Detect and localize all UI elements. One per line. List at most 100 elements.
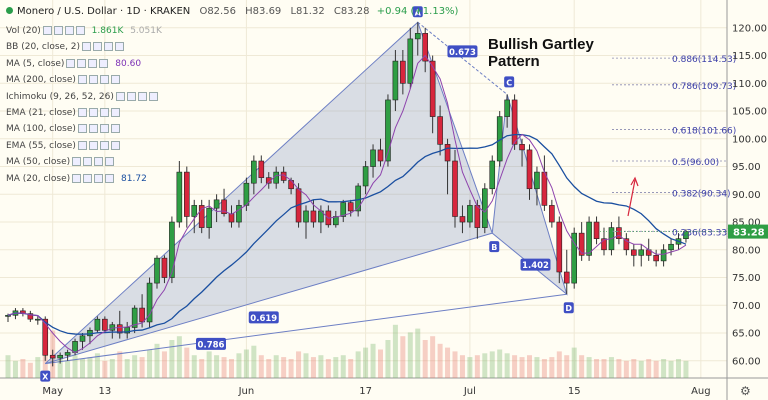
volume-bar <box>623 360 629 378</box>
candle-body <box>198 205 205 228</box>
indicator-option-icon[interactable] <box>72 157 82 167</box>
volume-bar <box>392 324 398 378</box>
indicator-option-icon[interactable] <box>105 157 115 167</box>
indicator-option-icon[interactable] <box>99 58 109 68</box>
indicator-row[interactable]: MA (100, close) <box>6 124 120 134</box>
indicator-option-icon[interactable] <box>77 58 87 68</box>
candle-body <box>593 221 600 240</box>
indicator-option-icon[interactable] <box>110 75 120 85</box>
candle-body <box>519 144 525 151</box>
y-tick-label: 65.00 <box>732 329 761 340</box>
pattern-point-label: D <box>565 304 572 313</box>
indicator-row[interactable]: Ichimoku (9, 26, 52, 26) <box>6 91 158 102</box>
x-tick-label: 13 <box>98 386 111 397</box>
volume-bar <box>445 347 451 378</box>
indicator-row[interactable]: BB (20, close, 2) <box>6 42 125 52</box>
indicator-option-icon[interactable] <box>64 26 74 35</box>
candle-body <box>332 216 339 226</box>
indicator-row[interactable]: MA (50, close) <box>6 157 115 167</box>
indicator-option-icon[interactable] <box>99 124 109 134</box>
indicator-option-icon[interactable] <box>66 58 76 68</box>
volume-bar <box>474 355 480 378</box>
interval[interactable]: 1D <box>126 6 141 17</box>
indicator-option-icon[interactable] <box>83 173 93 183</box>
indicator-label: MA (200, close) <box>6 75 76 86</box>
indicator-option-icon[interactable] <box>88 108 98 117</box>
indicator-option-icon[interactable] <box>77 124 87 134</box>
indicator-option-icon[interactable] <box>99 140 109 150</box>
chart-header: Monero / U.S. Dollar · 1D · KRAKEN O82.5… <box>6 6 458 17</box>
volume-bar <box>385 340 391 378</box>
indicator-row[interactable]: EMA (21, close) <box>6 108 120 118</box>
indicator-option-icon[interactable] <box>93 42 103 52</box>
y-tick-label: 105.00 <box>732 107 767 118</box>
indicator-option-icon[interactable] <box>88 140 98 150</box>
indicator-option-icon[interactable] <box>99 108 109 117</box>
indicator-option-icon[interactable] <box>110 124 120 134</box>
candle-body <box>601 238 607 251</box>
indicator-option-icon[interactable] <box>88 58 98 68</box>
candle-body <box>534 171 540 190</box>
last-price-label: 83.28 <box>733 228 765 239</box>
indicator-row[interactable]: MA (20, close) 81.72 <box>6 173 147 184</box>
volume-bar <box>378 349 383 378</box>
candle-body <box>437 116 443 145</box>
indicator-option-icon[interactable] <box>126 91 136 101</box>
indicator-option-icon[interactable] <box>53 26 63 35</box>
indicator-row[interactable]: MA (200, close) <box>6 75 120 85</box>
indicator-option-icon[interactable] <box>77 140 87 150</box>
indicator-option-icon[interactable] <box>104 42 114 52</box>
volume-bar <box>154 343 160 378</box>
indicator-option-icon[interactable] <box>94 157 104 167</box>
candle-body <box>668 243 674 251</box>
indicator-row[interactable]: Vol (20) 1.861K 5.051K <box>6 26 162 36</box>
volume-bar <box>109 359 115 378</box>
candle-body <box>57 354 63 359</box>
candle-body <box>79 335 86 342</box>
indicator-label: MA (100, close) <box>6 124 76 135</box>
indicator-option-icon[interactable] <box>42 26 52 35</box>
indicator-option-icon[interactable] <box>82 42 92 52</box>
candle-body <box>139 307 145 323</box>
indicator-option-icon[interactable] <box>137 91 147 101</box>
indicator-option-icon[interactable] <box>148 91 158 101</box>
settings-gear-icon[interactable]: ⚙ <box>740 384 751 398</box>
candle-body <box>429 60 436 117</box>
volume-bar <box>653 360 659 378</box>
indicator-option-icon[interactable] <box>88 124 98 134</box>
candle-body <box>459 216 466 223</box>
indicator-option-icon[interactable] <box>75 26 85 35</box>
volume-bar <box>571 347 577 378</box>
indicator-row[interactable]: MA (5, close) 80.60 <box>6 58 141 69</box>
indicator-option-icon[interactable] <box>77 75 87 85</box>
indicator-option-icon[interactable] <box>110 108 120 117</box>
x-tick-label: Jul <box>463 386 476 397</box>
indicator-option-icon[interactable] <box>115 91 125 101</box>
indicator-option-icon[interactable] <box>72 173 82 183</box>
candle-body <box>206 207 212 228</box>
low-value: L81.32 <box>290 6 325 17</box>
indicator-option-icon[interactable] <box>115 42 125 52</box>
indicator-option-icon[interactable] <box>99 75 109 85</box>
candle-body <box>176 171 183 223</box>
indicator-option-icon[interactable] <box>83 157 93 167</box>
volume-bar <box>489 351 495 378</box>
pattern-point-label: C <box>506 78 512 87</box>
candle-body <box>221 199 227 215</box>
volume-bar <box>191 355 197 378</box>
indicator-option-icon[interactable] <box>110 140 120 150</box>
pattern-point-badge <box>40 370 51 382</box>
indicator-option-icon[interactable] <box>77 108 87 117</box>
candle-body <box>623 238 630 251</box>
volume-bar <box>646 359 652 378</box>
indicator-option-icon[interactable] <box>88 75 98 85</box>
pattern-point-badge <box>489 241 500 253</box>
volume-bar <box>370 343 376 378</box>
indicator-option-icon[interactable] <box>105 173 115 183</box>
volume-bar <box>348 359 354 378</box>
indicator-option-icon[interactable] <box>94 173 104 183</box>
volume-bar <box>534 357 540 378</box>
symbol-name[interactable]: Monero / U.S. Dollar <box>17 6 117 17</box>
indicator-row[interactable]: EMA (55, close) <box>6 140 120 151</box>
